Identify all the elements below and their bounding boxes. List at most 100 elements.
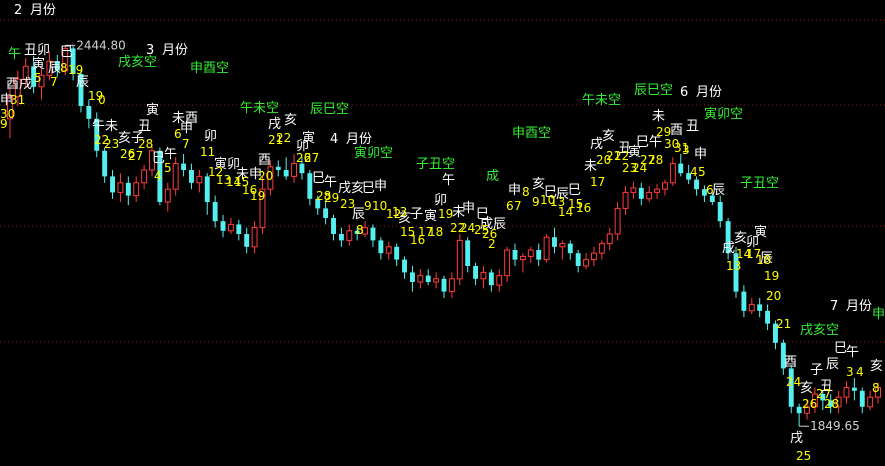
day-label: 8 [522,185,530,199]
candle-body-up [172,163,179,190]
candle-body-up [875,387,882,398]
day-label: 26 [802,397,817,411]
day-label: 23 [340,197,355,211]
void-label: 午未空 [582,93,621,108]
candle-body-down [567,243,573,254]
candle-body-up [606,233,613,245]
day-label: 24 [460,221,475,235]
day-label: 16 [576,201,591,215]
day-label: 31 [674,141,689,155]
candle-body-down [125,182,131,196]
candle-body-down [709,195,715,202]
candle-body-up [196,175,203,184]
day-label: 21 [776,317,791,331]
branch-label: 申 [508,183,521,198]
candle-body-up [598,243,605,254]
branch-label: 巳 [476,207,489,222]
day-label: 9 [364,199,372,213]
candle-body-down [157,150,163,202]
branch-label: 丑 [138,119,151,134]
candle-body-down [378,240,384,254]
day-label: 20 [596,153,611,167]
branch-label: 午 [324,175,337,190]
day-label: 17 [418,225,433,239]
month-unit: 月份 [346,132,372,147]
day-label: 17 [746,247,761,261]
branch-label: 巳 [60,45,73,60]
day-label: 13 [550,195,565,209]
branch-label: 酉戌 [6,77,32,92]
day-label: 10 [372,199,387,213]
branch-label: 卯 [434,193,447,208]
candle-body-down [820,394,826,401]
candle-body-down [828,400,834,407]
candle-body-down [851,387,857,391]
day-label: 15 [234,175,249,189]
month-unit: 月份 [162,43,188,58]
day-label: 2 [488,237,496,251]
candle-body-up [46,60,53,76]
branch-label: 戌 [722,241,735,256]
branch-label: 辰 [76,75,89,90]
candle-body-down [575,253,581,266]
branch-label: 申 [180,121,193,136]
branch-label: 戌 [268,117,281,132]
branch-label: 卯 [746,235,759,250]
candle-body-up [543,236,550,261]
day-label: 8 [60,61,68,75]
day-label: 26 [120,147,135,161]
candle-body-down [473,266,479,279]
branch-label: 巳 [834,341,847,356]
branch-label: 寅 [628,144,641,160]
void-label: 辰巳空 [310,102,349,117]
day-label: 24 [632,161,647,175]
day-label: 19 [250,189,265,203]
candle-body-up [519,255,526,261]
branch-label: 辰 [556,187,569,202]
day-label: 15 [568,197,583,211]
day-label: 20 [258,169,273,183]
candle-body-up [456,239,463,280]
candle-body-down [780,342,786,369]
void-label: 申 [872,307,885,322]
day-label: 30 [0,107,15,121]
price-label: 1849.65 [810,419,860,433]
candle-body-down [859,390,865,407]
branch-label: 未 [452,205,465,220]
candle-body-down [94,118,100,151]
void-label: 申酉空 [190,61,229,76]
void-label: 午未空 [240,101,279,116]
candle-body-down [189,170,194,183]
branch-label: 未 [652,109,665,124]
candle-body-up [590,252,597,261]
candle-body-down [370,227,376,241]
day-label: 13 [392,205,407,219]
day-label: 13 [216,173,231,187]
candle-body-up [6,95,13,120]
branch-label: 成辰 [480,217,506,232]
candle-body-down [552,237,557,247]
void-label: 戌亥空 [118,55,157,70]
day-label: 14 [226,175,241,189]
void-label: 戌亥空 [800,323,839,338]
candle-body-up [259,188,266,229]
month-number: 6 [680,85,688,100]
month-number: 2 [14,3,22,18]
day-label: 24 [786,375,801,389]
branch-label: 辰 [712,183,725,198]
day-label: 27 [128,149,143,163]
candle-body-up [164,188,171,203]
candle-body-down [54,61,60,71]
branch-label: 戌亥 [338,181,364,196]
day-label: 19 [438,207,453,221]
void-label: 寅卯空 [704,106,743,122]
candle-body-down [110,176,115,193]
day-label: 4 [154,169,162,183]
candle-body-down [465,240,471,266]
candle-body-down [725,221,731,254]
candle-body-down [307,173,313,199]
candle-body-up [559,243,566,248]
day-label: 12 [386,207,401,221]
branch-label: 亥子 [118,131,144,146]
